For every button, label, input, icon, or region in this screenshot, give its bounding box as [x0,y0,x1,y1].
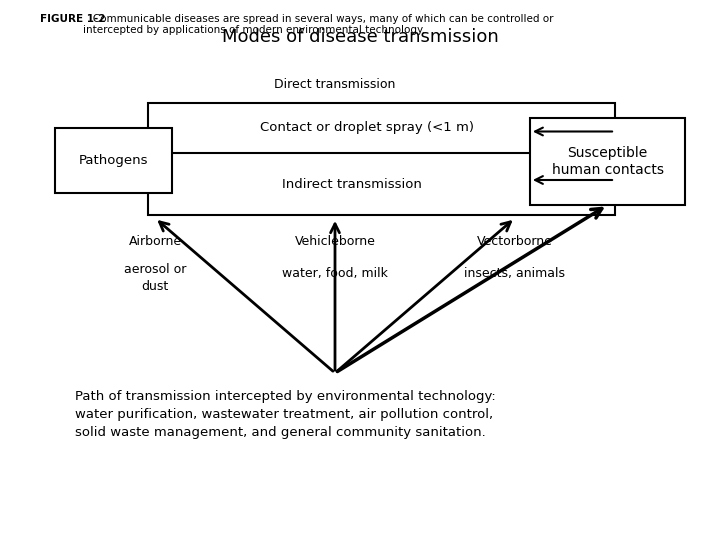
Text: Copyright © 2015 by Pearson Education, Inc: Copyright © 2015 by Pearson Education, I… [446,499,617,508]
Text: Indirect transmission: Indirect transmission [282,178,421,191]
Text: PEARSON: PEARSON [627,505,709,521]
Text: Communicable diseases are spread in several ways, many of which can be controlle: Communicable diseases are spread in seve… [83,14,553,35]
Text: Airborne: Airborne [128,235,181,248]
Text: Modes of disease transmission: Modes of disease transmission [222,28,498,46]
Text: Vehicleborne: Vehicleborne [294,235,375,248]
Text: Jerry A. Nathanson | Richard A. Schneider: Jerry A. Nathanson | Richard A. Schneide… [158,521,318,529]
Polygon shape [530,118,685,205]
Text: All Rights Reserved: All Rights Reserved [372,521,446,529]
Text: Basic Environmental Technology, Sixth Edition: Basic Environmental Technology, Sixth Ed… [158,499,335,508]
Text: Contact or droplet spray (<1 m): Contact or droplet spray (<1 m) [259,122,474,134]
Text: FIGURE 1-2: FIGURE 1-2 [40,14,105,24]
Text: insects, animals: insects, animals [464,267,565,280]
Text: Path of transmission intercepted by environmental technology:
water purification: Path of transmission intercepted by envi… [75,390,496,439]
Text: Pathogens: Pathogens [78,154,148,167]
Text: aerosol or
dust: aerosol or dust [124,263,186,293]
Text: Direct transmission: Direct transmission [274,78,396,91]
Text: ALWAYS LEARNING: ALWAYS LEARNING [7,507,139,519]
Text: water, food, milk: water, food, milk [282,267,388,280]
Text: Susceptible
human contacts: Susceptible human contacts [552,146,664,177]
Text: Vectorborne: Vectorborne [477,235,553,248]
Polygon shape [55,128,172,193]
